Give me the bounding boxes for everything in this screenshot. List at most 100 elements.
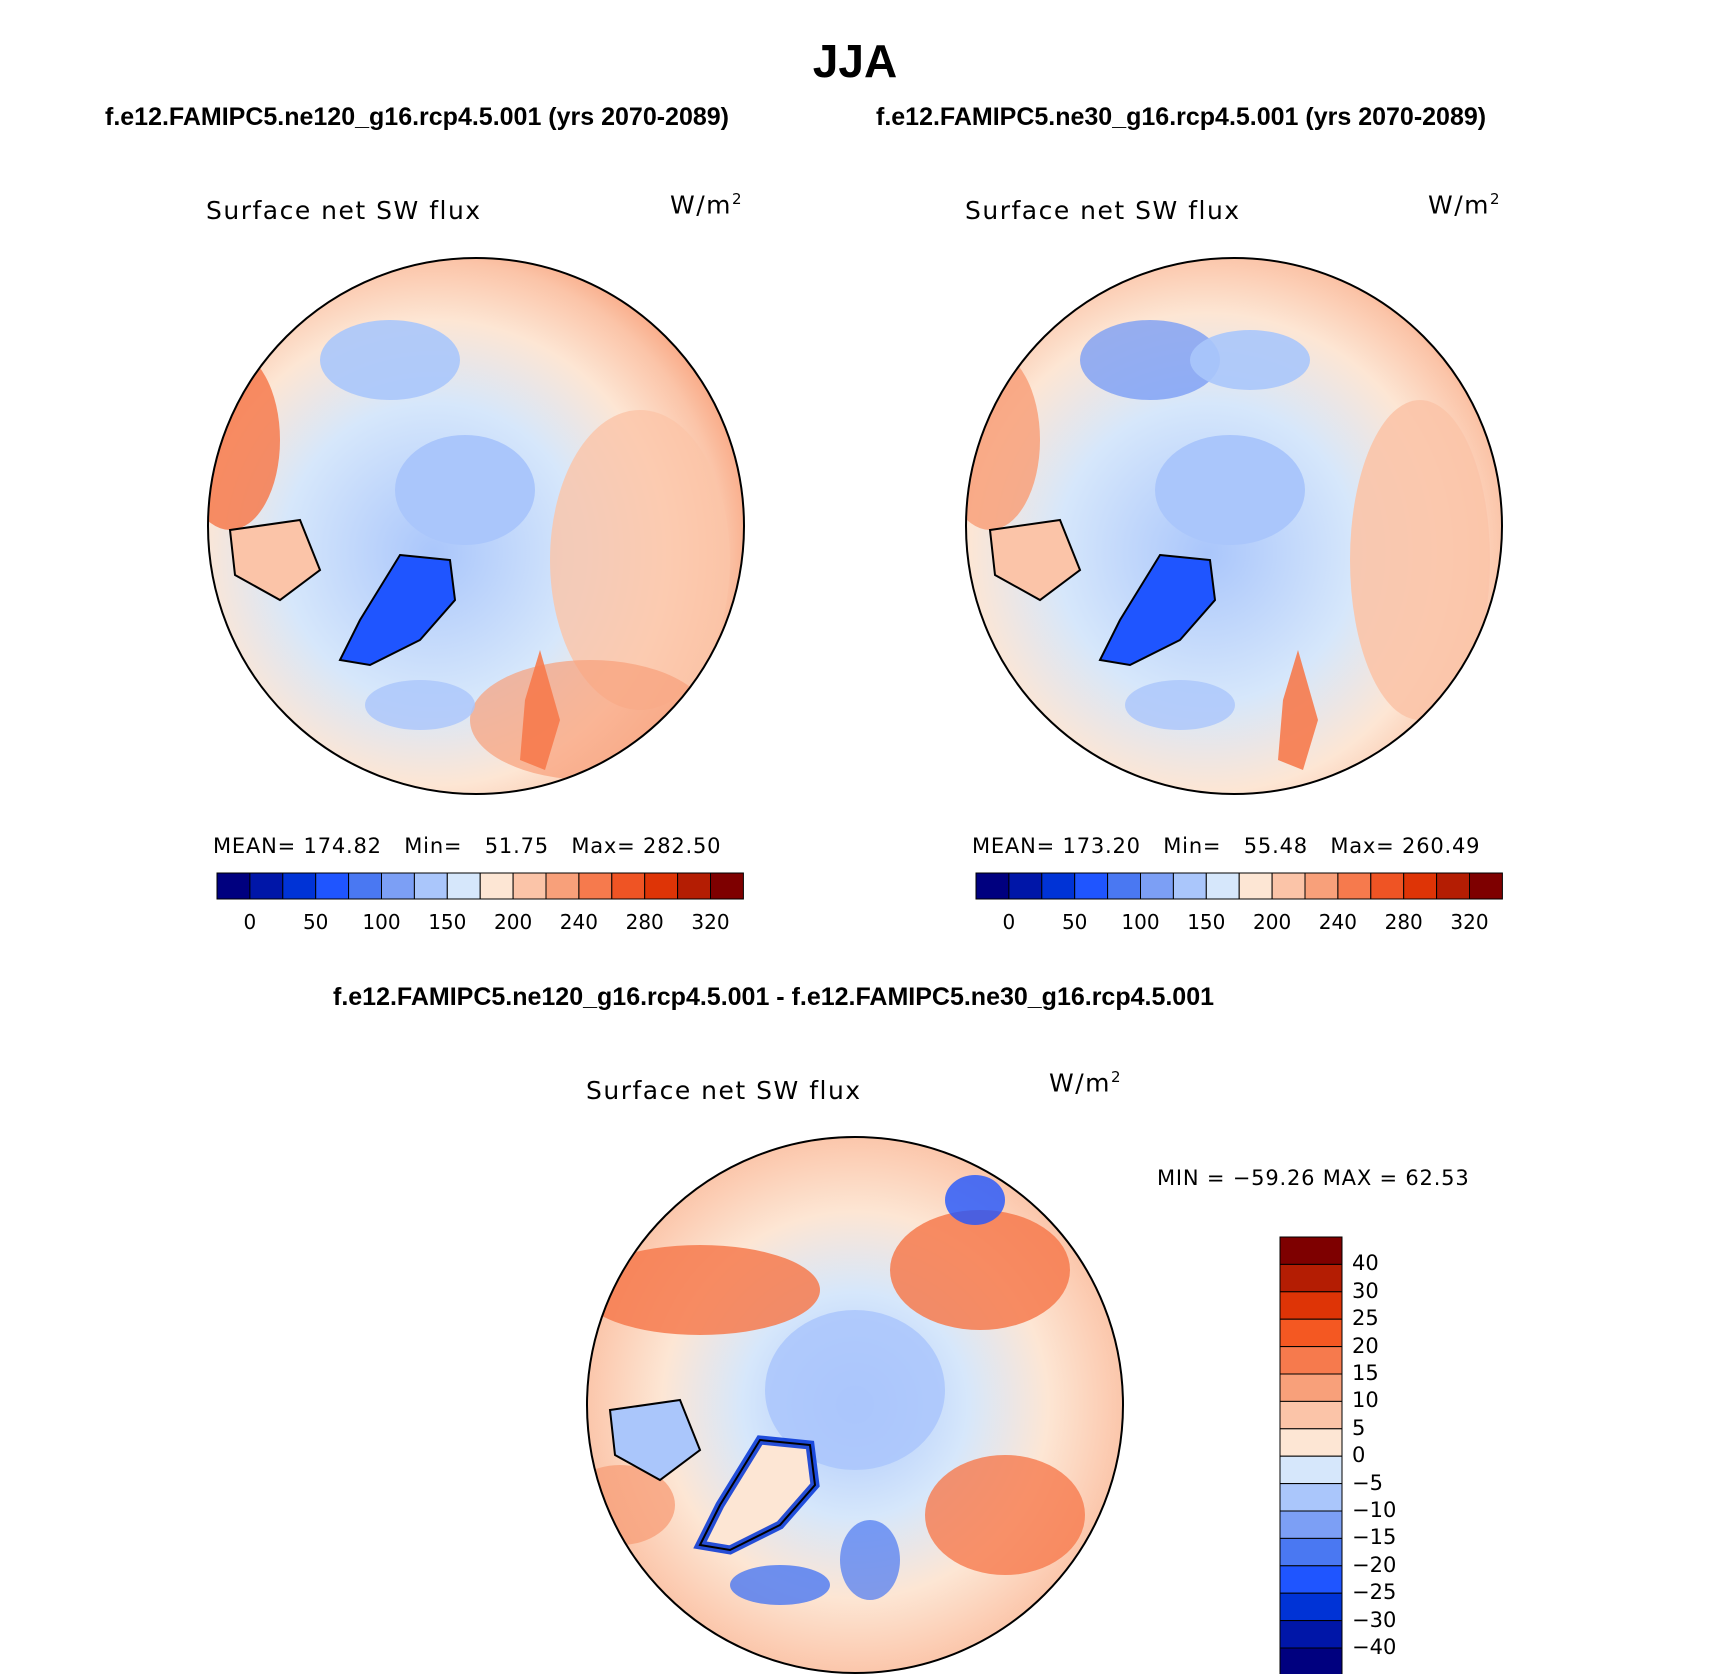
- colorbar-cell: [1041, 872, 1076, 900]
- colorbar-cell: [1279, 1428, 1343, 1457]
- colorbar-tick-label: 200: [494, 910, 533, 934]
- right-panel-subtitle: f.e12.FAMIPC5.ne30_g16.rcp4.5.001 (yrs 2…: [876, 103, 1487, 131]
- panel2-map-border: [965, 257, 1503, 795]
- colorbar-tick-label: 15: [1352, 1361, 1379, 1385]
- colorbar-tick-label: −5: [1352, 1470, 1383, 1495]
- colorbar-cell: [1279, 1318, 1343, 1348]
- colorbar-tick-label: 20: [1352, 1333, 1379, 1358]
- colorbar-tick-label: 240: [559, 910, 598, 934]
- colorbar-tick-label: 150: [1187, 910, 1226, 934]
- colorbar-cell: [578, 872, 613, 900]
- colorbar-cell: [1279, 1373, 1343, 1402]
- colorbar-cell: [1238, 872, 1273, 900]
- colorbar-cell: [512, 872, 547, 900]
- colorbar-tick-label: 25: [1352, 1306, 1379, 1331]
- panel1-colorbar: [216, 872, 744, 900]
- colorbar-tick-label: −25: [1352, 1580, 1397, 1605]
- colorbar-cell: [1279, 1537, 1343, 1567]
- colorbar-cell: [1172, 872, 1207, 900]
- panel2-units: W/m2: [1428, 190, 1502, 220]
- colorbar-cell: [479, 872, 514, 900]
- colorbar-tick-label: 320: [691, 910, 730, 934]
- colorbar-cell: [348, 872, 383, 900]
- colorbar-tick-label: −10: [1352, 1498, 1397, 1522]
- panel1-stats: MEAN= 174.82 Min= 51.75 Max= 282.50: [213, 834, 722, 858]
- colorbar-tick-label: −20: [1352, 1552, 1397, 1577]
- panel1-map-border: [207, 257, 745, 795]
- colorbar-tick-label: 150: [428, 910, 467, 934]
- colorbar-tick-label: 280: [1384, 910, 1423, 934]
- colorbar-cell: [315, 872, 350, 900]
- colorbar-cell: [413, 872, 448, 900]
- colorbar-cell: [1279, 1236, 1343, 1265]
- panel3-map-border: [586, 1136, 1124, 1674]
- colorbar-tick-label: 50: [302, 910, 329, 934]
- colorbar-tick-label: −40: [1352, 1635, 1397, 1659]
- colorbar-cell: [1279, 1346, 1343, 1375]
- panel3-units: W/m2: [1049, 1068, 1123, 1098]
- colorbar-tick-label: 0: [1352, 1443, 1366, 1468]
- colorbar-cell: [611, 872, 646, 900]
- panel1-units: W/m2: [670, 190, 744, 220]
- left-panel-subtitle: f.e12.FAMIPC5.ne120_g16.rcp4.5.001 (yrs …: [105, 103, 729, 131]
- colorbar-cell: [446, 872, 481, 900]
- panel1-title: Surface net SW flux: [206, 196, 482, 225]
- colorbar-cell: [1279, 1565, 1343, 1594]
- colorbar-tick-label: 240: [1318, 910, 1357, 934]
- difference-subtitle: f.e12.FAMIPC5.ne120_g16.rcp4.5.001 - f.e…: [333, 983, 1215, 1011]
- colorbar-tick-label: 0: [243, 910, 257, 934]
- colorbar-cell: [1140, 872, 1174, 900]
- colorbar-cell: [975, 872, 1010, 900]
- colorbar-cell: [1304, 872, 1339, 900]
- colorbar-tick-label: 320: [1450, 910, 1489, 934]
- colorbar-tick-label: 0: [1002, 910, 1016, 934]
- colorbar-tick-label: 280: [625, 910, 664, 934]
- panel2-title: Surface net SW flux: [965, 196, 1241, 225]
- colorbar-cell: [1469, 872, 1503, 900]
- colorbar-cell: [282, 872, 317, 900]
- colorbar-cell: [1279, 1510, 1343, 1539]
- colorbar-cell: [1370, 872, 1405, 900]
- colorbar-cell: [1279, 1291, 1343, 1320]
- colorbar-cell: [1279, 1592, 1343, 1622]
- colorbar-cell: [1271, 872, 1306, 900]
- colorbar-tick-label: 5: [1352, 1415, 1366, 1440]
- colorbar-tick-label: 40: [1352, 1251, 1379, 1276]
- panel2-colorbar: [975, 872, 1503, 900]
- colorbar-cell: [1205, 872, 1240, 900]
- colorbar-tick-label: −30: [1352, 1607, 1397, 1632]
- colorbar-tick-label: 10: [1352, 1388, 1379, 1413]
- colorbar-cell: [545, 872, 580, 900]
- panel2-stats: MEAN= 173.20 Min= 55.48 Max= 260.49: [972, 834, 1481, 858]
- colorbar-tick-label: 200: [1253, 910, 1292, 934]
- colorbar-tick-label: −15: [1352, 1525, 1397, 1550]
- panel2-map: [966, 258, 1502, 794]
- colorbar-cell: [216, 872, 251, 900]
- panel3-map: [587, 1137, 1123, 1673]
- colorbar-cell: [1337, 872, 1372, 900]
- colorbar-cell: [1279, 1400, 1343, 1430]
- colorbar-cell: [1403, 872, 1438, 900]
- colorbar-cell: [710, 872, 744, 900]
- colorbar-cell: [1279, 1455, 1343, 1485]
- colorbar-cell: [677, 872, 711, 900]
- diff-colorbar: [1279, 1236, 1343, 1674]
- main-title: JJA: [812, 35, 898, 87]
- colorbar-tick-label: 100: [1121, 910, 1160, 934]
- colorbar-cell: [1008, 872, 1043, 900]
- colorbar-cell: [1279, 1647, 1343, 1674]
- colorbar-cell: [644, 872, 679, 900]
- colorbar-cell: [1279, 1620, 1343, 1649]
- colorbar-cell: [1074, 872, 1109, 900]
- colorbar-tick-label: 50: [1061, 910, 1088, 934]
- colorbar-cell: [1107, 872, 1141, 900]
- panel3-stats: MIN = −59.26 MAX = 62.53: [1157, 1166, 1470, 1190]
- panel1-map: [208, 258, 744, 794]
- colorbar-cell: [381, 872, 415, 900]
- colorbar-cell: [249, 872, 284, 900]
- panel3-title: Surface net SW flux: [586, 1076, 862, 1105]
- colorbar-tick-label: 30: [1352, 1278, 1379, 1303]
- colorbar-cell: [1436, 872, 1470, 900]
- colorbar-cell: [1279, 1483, 1343, 1512]
